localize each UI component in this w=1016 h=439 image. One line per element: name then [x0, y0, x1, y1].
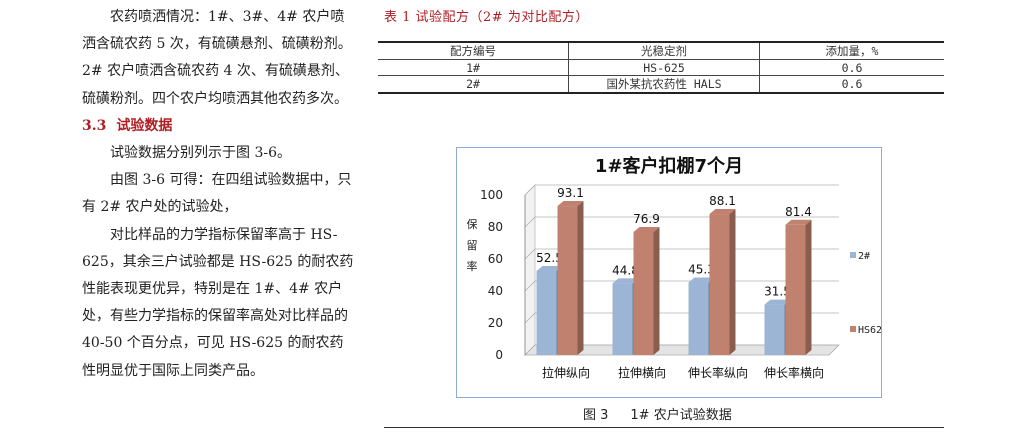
chart-title: 1#客户扣棚7个月: [595, 155, 743, 177]
table-cell: 1#: [378, 59, 569, 76]
x-tick-label: 伸长率横向: [764, 365, 824, 380]
data-label: 45.3: [688, 263, 715, 277]
table-header-cell: 配方编号: [378, 42, 569, 60]
y-gridline-depth: [524, 184, 536, 196]
bar: [557, 206, 578, 355]
table-header-cell: 光稳定剂: [568, 42, 760, 60]
bar: [612, 283, 633, 355]
table-row: 2# 国外某抗农药性 HALS 0.6: [378, 75, 944, 94]
bar-top: [688, 277, 715, 283]
bar: [633, 231, 654, 355]
x-tick-label: 伸长率纵向: [688, 365, 748, 380]
bar: [688, 282, 709, 355]
bar-top: [536, 266, 563, 271]
paragraph-result-2: 对比样品的力学指标保留率高于 HS-625，其余三户试验都是 HS-625 的耐…: [82, 226, 354, 379]
legend-label: HS625: [858, 325, 881, 336]
data-label: 52.5: [536, 251, 563, 265]
y-gridline-depth: [524, 216, 536, 228]
bar: [536, 271, 557, 355]
paragraph-pesticide-spraying: 农药喷洒情况：1#、3#、4# 农户喷洒含硫农药 5 次，有硫磺悬剂、硫磺粉剂。…: [82, 9, 352, 107]
paragraph-data-intro: 试验数据分别列示于图 3-6。: [110, 145, 291, 162]
bar-side: [805, 219, 812, 355]
table-cell: 2#: [378, 75, 569, 94]
y-tick-label: 100: [480, 188, 503, 202]
y-gridline-depth: [524, 248, 536, 260]
bar-top: [633, 226, 660, 232]
y-axis-label-char: 率: [467, 259, 478, 273]
legend-swatch: [850, 326, 856, 332]
legend-label: 2#: [858, 251, 870, 262]
bar-side: [577, 201, 584, 355]
y-tick-label: 20: [488, 316, 503, 330]
data-label: 88.1: [709, 194, 736, 208]
data-label: 93.1: [557, 186, 584, 200]
y-gridline-depth: [524, 312, 536, 324]
formula-table: 配方编号 光稳定剂 添加量，% 1# HS-625 0.6 2# 国外某抗农药性…: [378, 41, 944, 94]
y-tick-label: 60: [488, 252, 503, 266]
y-gridline-depth: [524, 280, 536, 292]
table-cell: HS-625: [568, 59, 760, 76]
table-header-row: 配方编号 光稳定剂 添加量，%: [378, 42, 944, 60]
data-label: 44.8: [612, 263, 639, 277]
bar-top: [612, 278, 639, 284]
bar: [785, 224, 806, 355]
table-cell: 0.6: [759, 59, 944, 76]
table-header-cell: 添加量，%: [759, 42, 944, 60]
bottom-rule: [384, 427, 944, 428]
y-gridline-depth: [524, 344, 536, 356]
body-text-column: 农药喷洒情况：1#、3#、4# 农户喷洒含硫农药 5 次，有硫磺悬剂、硫磺粉剂。…: [82, 4, 354, 385]
table-row: 1# HS-625 0.6: [378, 59, 944, 76]
data-label: 81.4: [785, 205, 812, 219]
section-title: 试验数据: [116, 117, 173, 134]
bar: [709, 214, 730, 355]
bar-side: [653, 226, 660, 355]
bar: [764, 304, 785, 355]
section-number: 3.3: [82, 117, 107, 134]
bar-side: [729, 209, 736, 355]
y-tick-label: 40: [488, 284, 503, 298]
figure-number: 图 3: [583, 408, 609, 423]
bar-chart-frame: 0 20 40 60 80 100 1#客户扣棚7个月保留率 52.5 93.1 拉伸纵向 44.8…: [456, 147, 882, 398]
x-tick-label: 拉伸横向: [618, 365, 666, 380]
y-axis-label-char: 保: [467, 217, 478, 231]
section-heading: 3.3 试验数据: [82, 113, 354, 140]
bar-top: [709, 209, 736, 215]
y-tick-label: 0: [495, 348, 503, 362]
table-cell: 0.6: [759, 75, 944, 94]
y-axis-label-char: 留: [467, 239, 478, 252]
y-tick-label: 80: [488, 220, 503, 234]
x-tick-label: 拉伸纵向: [542, 365, 590, 380]
figure-caption: 图 3 1# 农户试验数据: [583, 404, 732, 423]
legend-swatch: [850, 252, 856, 258]
paragraph-result-1: 由图 3-6 可得：在四组试验数据中，只有 2# 农户处的试验处，: [82, 172, 352, 216]
bar-top: [557, 201, 584, 207]
data-label: 76.9: [633, 212, 660, 226]
bar-top: [764, 299, 791, 305]
table-title: 表 1 试验配方（2# 为对比配方）: [384, 10, 589, 25]
figure-caption-text: 1# 农户试验数据: [630, 408, 732, 423]
bar-top: [785, 219, 812, 225]
data-label: 31.5: [764, 285, 791, 299]
chart-side-wall: [524, 184, 536, 356]
table-cell: 国外某抗农药性 HALS: [568, 75, 760, 94]
